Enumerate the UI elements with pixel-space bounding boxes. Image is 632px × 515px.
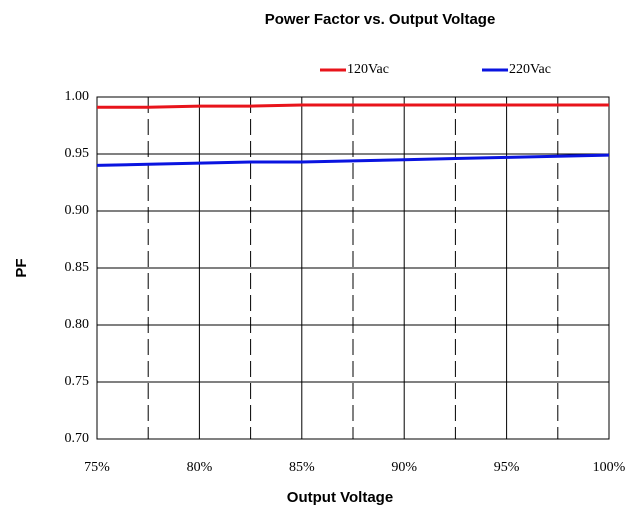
x-tick-label: 90% — [391, 460, 417, 475]
legend-label: 220Vac — [509, 62, 551, 77]
y-tick-label: 0.70 — [65, 431, 90, 446]
x-tick-label: 95% — [494, 460, 520, 475]
x-tick-label: 75% — [84, 460, 110, 475]
chart-title: Power Factor vs. Output Voltage — [265, 11, 496, 28]
y-tick-label: 0.80 — [65, 317, 90, 332]
x-tick-label: 80% — [187, 460, 213, 475]
series-line — [97, 103, 609, 109]
plot-frame — [96, 96, 610, 440]
y-tick-label: 0.75 — [65, 374, 90, 389]
y-tick-label: 1.00 — [65, 89, 90, 104]
x-tick-label: 100% — [593, 460, 626, 475]
y-axis-label: PF — [13, 258, 30, 277]
y-tick-label: 0.85 — [65, 260, 90, 275]
y-tick-label: 0.90 — [65, 203, 90, 218]
series-line — [96, 153, 610, 167]
x-tick-label: 85% — [289, 460, 315, 475]
x-axis-label: Output Voltage — [287, 489, 393, 506]
legend-label: 120Vac — [347, 62, 389, 77]
y-tick-label: 0.95 — [65, 146, 90, 161]
